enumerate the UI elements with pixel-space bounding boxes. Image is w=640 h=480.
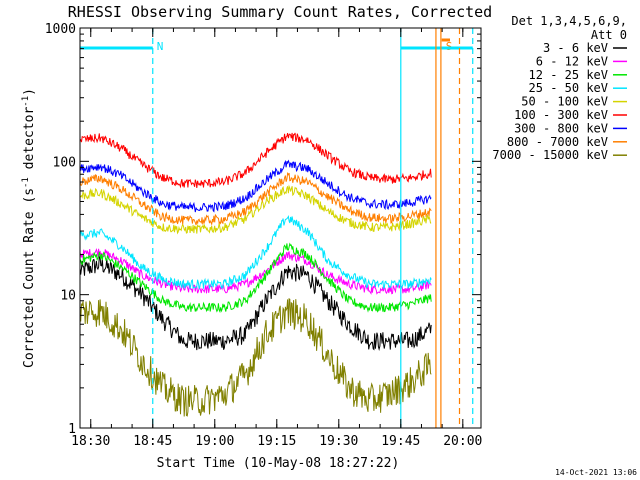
series-line — [80, 159, 432, 213]
legend-label: 300 - 800 keV — [514, 121, 608, 135]
y-axis-label-sup2: -1 — [21, 96, 31, 107]
y-tick-label: 1 — [68, 422, 76, 437]
legend-label: 12 - 25 keV — [529, 68, 608, 82]
legend-label: 6 - 12 keV — [536, 54, 608, 68]
x-tick-label: 18:45 — [133, 434, 172, 449]
legend-label: 100 - 300 keV — [514, 108, 608, 122]
x-axis-label: Start Time (10-May-08 18:27:22) — [157, 456, 400, 471]
y-tick-label: 10 — [60, 289, 76, 304]
series-line — [80, 248, 432, 295]
legend-label: 50 - 100 keV — [521, 95, 608, 109]
series-line — [80, 242, 432, 314]
series-line — [80, 255, 432, 351]
x-tick-label: 19:15 — [257, 434, 296, 449]
legend-label: 3 - 6 keV — [543, 41, 608, 55]
x-axis: 18:30 18:45 19:00 19:15 19:30 19:45 20:00 — [71, 28, 482, 449]
x-tick-label: 18:30 — [71, 434, 110, 449]
plot-frame — [79, 27, 482, 429]
footer-timestamp: 14-Oct-2021 13:06 — [555, 468, 637, 477]
y-tick-label: 100 — [53, 155, 76, 170]
legend-label: 7000 - 15000 keV — [492, 148, 608, 162]
x-tick-label: 20:00 — [443, 434, 482, 449]
series-line — [80, 184, 432, 235]
legend-label: 25 - 50 keV — [529, 81, 608, 95]
series-line — [80, 171, 432, 226]
series-line — [80, 132, 432, 189]
legend-header-1: Det 1,3,4,5,6,9, — [511, 14, 627, 28]
x-tick-label: 19:00 — [195, 434, 234, 449]
y-tick-label: 1000 — [45, 22, 76, 37]
y-axis-label-mid: detector — [22, 107, 37, 178]
vlines-layer — [152, 28, 474, 428]
series-line — [80, 298, 432, 417]
chart-title: RHESSI Observing Summary Count Rates, Co… — [68, 3, 492, 21]
y-axis-label-end: ) — [22, 88, 37, 96]
y-axis-label: Corrected Count Rate (s-1 detector-1) — [21, 88, 37, 368]
y-axis-label-main: Corrected Count Rate (s — [22, 188, 37, 368]
legend-header-2: Att 0 — [591, 28, 627, 42]
flags-layer: NS — [80, 38, 473, 53]
flag-label: N — [157, 40, 164, 53]
legend-label: 800 - 7000 keV — [507, 135, 608, 149]
y-axis: 1 10 100 1000 — [45, 22, 481, 437]
x-tick-label: 19:30 — [319, 434, 358, 449]
y-axis-label-sup1: -1 — [21, 177, 31, 188]
series-line — [80, 215, 432, 290]
series-layer — [80, 132, 432, 417]
x-tick-label: 19:45 — [381, 434, 420, 449]
